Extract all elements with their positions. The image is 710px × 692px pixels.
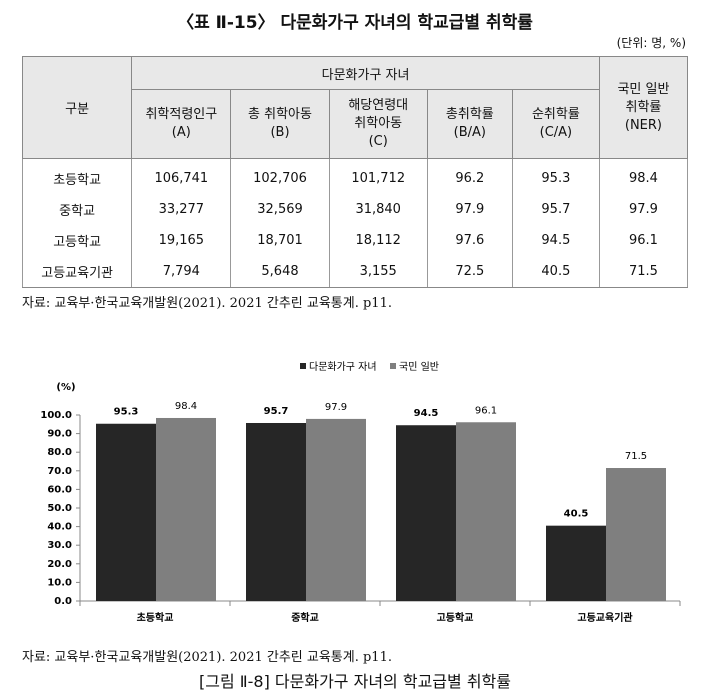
y-tick-label: 20.0	[47, 559, 72, 570]
value-label: 98.4	[175, 401, 197, 412]
table-cell: 초등학교	[21, 158, 133, 194]
table-cell: 중학교	[21, 194, 133, 225]
y-tick-label: 90.0	[47, 429, 72, 440]
header-cell: 총 취학아동 (B)	[230, 89, 330, 159]
table-cell: 32,569	[230, 194, 330, 225]
table-cell: 19,165	[131, 225, 232, 256]
x-tick-label: 중학교	[291, 611, 319, 624]
table-cell: 97.9	[598, 194, 689, 225]
bar	[306, 418, 366, 601]
bar	[546, 525, 606, 601]
table-cell: 97.9	[426, 194, 513, 225]
table-title: 〈표 Ⅱ-15〉 다문화가구 자녀의 학교급별 취학률	[177, 13, 533, 33]
y-tick-label: 40.0	[47, 522, 72, 533]
y-tick-label: 100.0	[40, 410, 72, 421]
table-cell: 31,840	[328, 194, 428, 225]
table-cell: 98.4	[598, 158, 689, 194]
bar	[246, 422, 306, 601]
figure-source: 자료: 교육부·한국교육개발원(2021). 2021 간추린 교육통계. p1…	[22, 650, 392, 665]
table-source: 자료: 교육부·한국교육개발원(2021). 2021 간추린 교육통계. p1…	[22, 296, 392, 311]
table: 구분 다문화가구 자녀 국민 일반 취학률 (NER) 취학적령인구 (A) 총 …	[21, 56, 689, 288]
table-cell: 101,712	[328, 158, 428, 194]
y-tick-label: 80.0	[47, 447, 72, 458]
table-cell: 72.5	[426, 256, 513, 288]
table-cell: 95.3	[511, 158, 600, 194]
legend-swatch	[390, 363, 396, 369]
header-cell: 순취학률 (C/A)	[511, 89, 600, 159]
header-cell: 취학적령인구 (A)	[131, 89, 232, 159]
table-cell: 7,794	[131, 256, 232, 288]
header-cell: 다문화가구 자녀	[131, 56, 600, 90]
table-row: 고등교육기관 7,794 5,648 3,155 72.5 40.5 71.5	[21, 256, 689, 288]
y-tick-label: 30.0	[47, 540, 72, 551]
table-row: 중학교 33,277 32,569 31,840 97.9 95.7 97.9	[21, 194, 689, 225]
table-cell: 97.6	[426, 225, 513, 256]
chart: (%) 0.0 10.0 20.0 30.0 40.0 50.0 60.0 70.0 80.0 90…	[40, 361, 681, 624]
value-label: 94.5	[414, 408, 439, 419]
y-tick-label: 0.0	[54, 596, 72, 607]
figure-caption: [그림 Ⅱ-8] 다문화가구 자녀의 학교급별 취학률	[199, 672, 511, 691]
table-cell: 94.5	[511, 225, 600, 256]
header-cell: 국민 일반 취학률 (NER)	[598, 56, 689, 159]
y-tick-label: 70.0	[47, 466, 72, 477]
table-cell: 고등교육기관	[21, 256, 133, 288]
legend-label: 국민 일반	[399, 361, 439, 373]
table-cell: 3,155	[328, 256, 428, 288]
y-tick-label: 50.0	[47, 503, 72, 514]
table-cell: 95.7	[511, 194, 600, 225]
legend-label: 다문화가구 자녀	[309, 361, 377, 373]
table-row: 고등학교 19,165 18,701 18,112 97.6 94.5 96.1	[21, 225, 689, 256]
value-label: 95.7	[264, 406, 289, 417]
unit-note: (단위: 명, %)	[616, 36, 686, 50]
y-tick-label: 10.0	[47, 577, 72, 588]
legend-swatch	[300, 363, 306, 369]
bar	[456, 422, 516, 601]
x-tick-label: 고등학교	[437, 611, 474, 624]
table-cell: 40.5	[511, 256, 600, 288]
table-cell: 33,277	[131, 194, 232, 225]
table-cell: 106,741	[131, 158, 232, 194]
value-label: 40.5	[564, 509, 589, 520]
bar	[606, 468, 666, 601]
table-cell: 18,112	[328, 225, 428, 256]
value-label: 71.5	[625, 451, 647, 462]
value-label: 96.1	[475, 405, 497, 416]
table-cell: 96.2	[426, 158, 513, 194]
bar	[396, 425, 456, 601]
table-cell: 고등학교	[21, 225, 133, 256]
bar	[156, 417, 216, 601]
bar	[96, 423, 156, 601]
table-cell: 5,648	[230, 256, 330, 288]
y-tick-label: 60.0	[47, 484, 72, 495]
value-label: 97.9	[325, 402, 347, 413]
header-cell: 구분	[21, 56, 133, 159]
table-cell: 18,701	[230, 225, 330, 256]
table-cell: 71.5	[598, 256, 689, 288]
y-axis-label: (%)	[56, 382, 75, 393]
x-tick-label: 고등교육기관	[577, 611, 633, 624]
table-cell: 96.1	[598, 225, 689, 256]
value-label: 95.3	[114, 407, 139, 418]
x-tick-label: 초등학교	[137, 611, 174, 624]
table-row: 초등학교 106,741 102,706 101,712 96.2 95.3 98.4	[21, 158, 689, 194]
table-cell: 102,706	[230, 158, 330, 194]
header-cell: 해당연령대 취학아동 (C)	[328, 89, 428, 159]
header-cell: 총취학률 (B/A)	[426, 89, 513, 159]
